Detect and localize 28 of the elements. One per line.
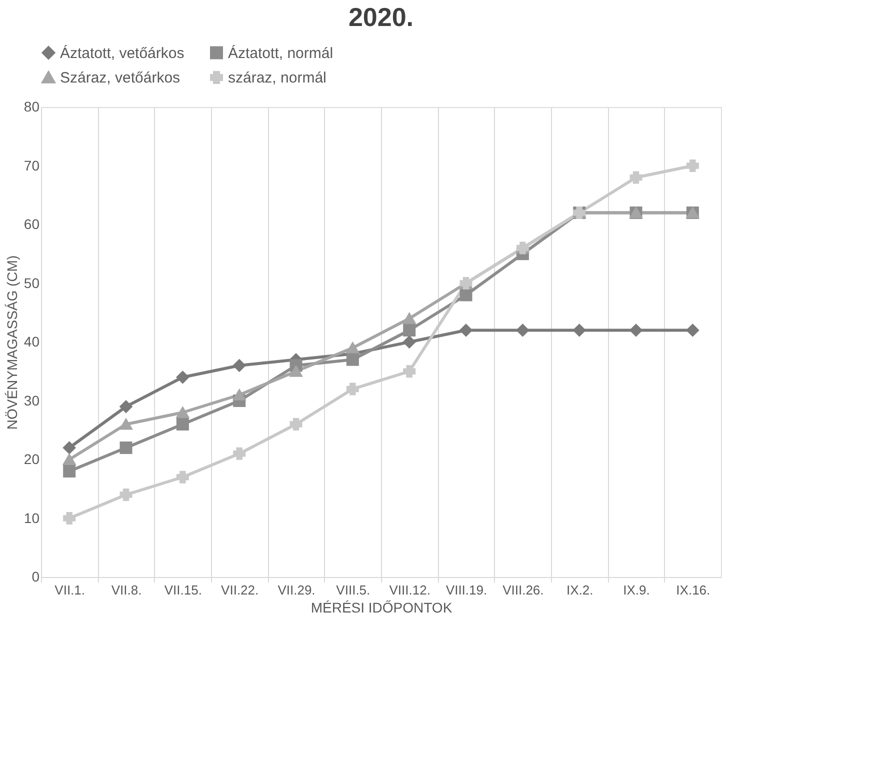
- y-tick-label: 80: [24, 98, 40, 114]
- x-tick-label: IX.16.: [676, 582, 710, 598]
- x-tick-label: VII.15.: [164, 582, 202, 598]
- y-tick-label: 0: [32, 568, 40, 584]
- x-axis-title: MÉRÉSI IDŐPONTOK: [310, 600, 453, 616]
- x-tick-label: VIII.26.: [502, 582, 544, 598]
- x-tick-label: VII.1.: [54, 582, 86, 598]
- x-tick-label: VII.8.: [111, 582, 142, 598]
- y-tick-label: 70: [24, 157, 40, 174]
- y-tick-label: 30: [24, 392, 40, 408]
- y-tick-label: 10: [24, 510, 40, 526]
- chart-title: 2020.: [348, 2, 414, 32]
- y-tick-label: 40: [24, 334, 40, 350]
- x-tick-label: VII.22.: [221, 582, 259, 598]
- x-tick-label: VII.29.: [278, 582, 316, 598]
- legend-label: száraz, normál: [228, 70, 326, 86]
- legend-label: Áztatott, vetőárkos: [60, 44, 184, 62]
- x-tick-label: VIII.19.: [446, 582, 488, 598]
- x-tick-label: VIII.5.: [336, 582, 370, 598]
- x-tick-label: VIII.12.: [389, 582, 430, 598]
- legend-label: Áztatott, normál: [228, 44, 334, 62]
- y-axis-title: NÖVÉNYMAGASSÁG (CM): [4, 255, 20, 430]
- x-tick-label: IX.9.: [623, 582, 650, 598]
- y-tick-label: 50: [24, 274, 40, 291]
- y-tick-label: 60: [24, 216, 40, 232]
- legend-label: Száraz, vetőárkos: [60, 70, 180, 86]
- y-tick-label: 20: [24, 451, 40, 467]
- x-tick-label: IX.2.: [566, 582, 594, 598]
